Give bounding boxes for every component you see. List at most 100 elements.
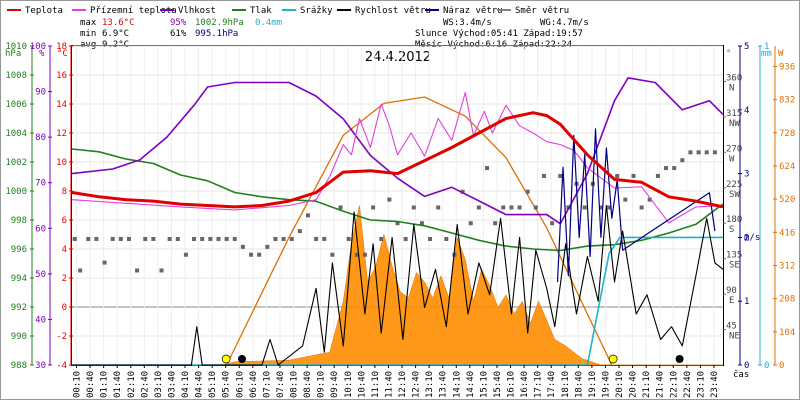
x-tick-label: 22:10 [669,371,679,398]
x-tick-label: 03:40 [167,371,177,398]
wind-direction-dot [232,236,237,241]
stats-block: max 13.6°C 95% 1002.9hPa 0.4mm min 6.9°C… [80,18,589,50]
wind-direction-dot [371,205,376,210]
x-axis-labels: 00:10 00:40 01:10 01:40 02:10 02:40 03:10 03:40… [73,365,720,398]
temperature-tick-label: 8 [62,187,67,197]
wind-direction-dot [688,150,693,155]
x-tick-label: 00:40 [86,371,96,398]
wind-direction-dot [558,173,563,178]
wind-direction-dot [265,244,270,249]
stats-min-hum: 61% [170,29,187,39]
wind-direction-dot [78,268,83,273]
humidity-tick-label: 50 [35,270,46,280]
x-tick-label: 21:10 [642,371,652,398]
legend-label: Náraz větru [443,6,503,16]
wind-direction-dot [647,197,652,202]
legend-label: Směr větru [515,6,569,16]
pressure-tick-label: 994 [11,274,27,284]
wind-direction-dot [167,236,172,241]
x-tick-label: 21:40 [656,371,666,398]
x-tick-label: 20:10 [615,371,625,398]
x-tick-label: 17:40 [547,371,557,398]
wind-direction-dot [305,213,310,218]
x-tick-label: 05:40 [222,371,232,398]
x-tick-label: 04:10 [181,371,191,398]
stats-wg: WG:4.7m/s [540,18,589,28]
wind-direction-dot [623,197,628,202]
legend-label: Srážky [300,6,333,16]
wind-direction-dot [346,236,351,241]
wind-speed-tick-label: 0 [744,361,749,371]
stats-moon: Měsíc Východ:6:16 Západ:22:24 [415,40,572,50]
moonset-icon [675,355,684,363]
stats-max-press: 1002.9hPa [195,18,244,28]
wind-direction-dot [493,221,498,226]
legend-label: Rychlost větru [355,6,431,16]
solar-tick-label: 312 [779,261,795,271]
wind-direction-dot [126,236,131,241]
temperature-tick-label: -4 [56,361,67,371]
wind-direction-dot [696,150,701,155]
wind-direction-dot [533,205,538,210]
pressure-tick-label: 1010 [5,42,27,52]
direction-name-label: S [729,225,734,235]
wind-direction-dot [102,260,107,265]
wind-direction-dot [273,236,278,241]
series-solar-theoretical [226,96,613,366]
wind-direction-dot [362,252,367,257]
solar-tick-label: 0 [779,361,784,371]
unit-deg: °C [57,49,68,59]
wind-direction-dot [607,205,612,210]
wind-direction-dot [135,268,140,273]
pressure-tick-label: 992 [11,303,27,313]
wind-direction-dot [208,236,213,241]
temperature-tick-label: 10 [56,158,67,168]
wind-direction-dot [485,166,490,171]
direction-name-label: N [729,83,734,93]
wind-direction-dot [501,205,506,210]
humidity-tick-label: 90 [35,88,46,98]
x-tick-label: 09:40 [330,371,340,398]
series-ground-temp [71,91,724,224]
stats-min-press: 995.1hPa [195,29,238,39]
series-humidity [71,77,724,225]
wind-speed-tick-label: 3 [744,170,749,180]
wind-direction-dot [680,158,685,163]
x-tick-label: 09:10 [317,371,327,398]
wind-direction-dot [615,173,620,178]
unit-w: W [778,49,784,59]
wind-direction-dot [428,236,433,241]
wind-direction-dot [712,150,717,155]
direction-name-label: SW [729,190,740,200]
stats-avg-label: avg [80,40,96,50]
x-tick-label: 06:10 [235,371,245,398]
stats-avg-temp: 9.2°C [102,40,129,50]
solar-tick-label: 832 [779,96,795,106]
humidity-tick-label: 40 [35,315,46,325]
wind-direction-dot [582,205,587,210]
wind-direction-dot [403,236,408,241]
wind-direction-dot [289,236,294,241]
solar-tick-label: 208 [779,295,795,305]
wind-direction-dot [151,236,156,241]
wind-direction-dot [175,236,180,241]
x-tick-label: 06:40 [249,371,259,398]
x-tick-label: 01:40 [113,371,123,398]
x-tick-label: 13:40 [439,371,449,398]
unit-hpa: hPa [5,49,21,59]
x-tick-label: 15:10 [479,371,489,398]
wind-direction-dot [192,236,197,241]
x-tick-label: 19:40 [601,371,611,398]
direction-tick-label: 225 [726,180,742,190]
wind-direction-dot [338,205,343,210]
direction-name-label: NE [729,332,740,342]
legend-label: Vlhkost [178,6,216,16]
wind-direction-dot [183,252,188,257]
x-tick-label: 17:10 [534,371,544,398]
stats-max-rain: 0.4mm [255,18,282,28]
x-tick-label: 08:40 [303,371,313,398]
x-tick-label: 12:40 [412,371,422,398]
wind-direction-dot [598,205,603,210]
temperature-tick-label: 18 [56,42,67,52]
wind-speed-tick-label: 2 [744,233,749,243]
